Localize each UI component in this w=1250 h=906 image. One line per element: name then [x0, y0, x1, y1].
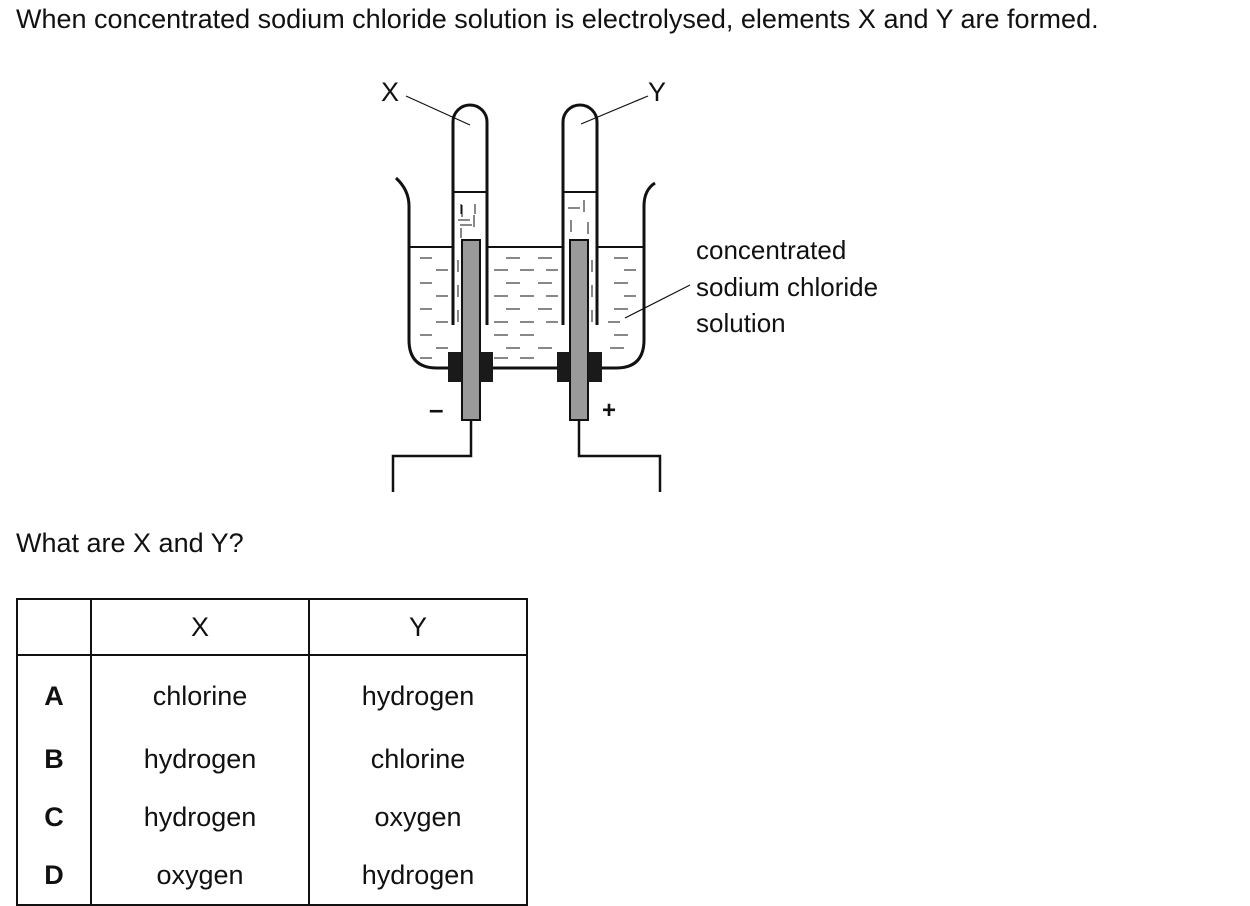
- anode-sign: +: [602, 397, 616, 424]
- anode-electrode: [569, 239, 589, 421]
- cathode-sign: –: [429, 394, 443, 424]
- label-x: X: [381, 77, 399, 107]
- option-x-value: oxygen: [91, 846, 310, 905]
- header-key: [17, 599, 92, 656]
- option-key: D: [17, 846, 92, 905]
- option-x-value: hydrogen: [91, 788, 310, 846]
- option-x-value: chlorine: [91, 655, 310, 730]
- electrolysis-diagram: X Y – + concentrated sodium chloride sol…: [381, 77, 878, 492]
- solution-dashes: [420, 257, 636, 359]
- table-row[interactable]: B hydrogen chlorine: [17, 730, 527, 788]
- leader-lines: [405, 95, 691, 319]
- table-row[interactable]: C hydrogen oxygen: [17, 788, 527, 846]
- solution-label-line-2: sodium chloride: [696, 272, 878, 302]
- table-row[interactable]: A chlorine hydrogen: [17, 655, 527, 730]
- solution-label-line-3: solution: [696, 308, 786, 338]
- header-y: Y: [309, 599, 527, 656]
- beaker: [394, 176, 656, 370]
- question-stem: When concentrated sodium chloride soluti…: [16, 4, 1099, 34]
- option-y-value: oxygen: [374, 801, 462, 832]
- anode-bung: [557, 352, 602, 382]
- table-header-row: X Y: [17, 599, 527, 656]
- option-key: C: [17, 788, 92, 846]
- option-y-value: chlorine: [370, 743, 466, 774]
- circuit-wires: [391, 420, 662, 492]
- option-x-value: hydrogen: [91, 730, 310, 788]
- option-key: B: [17, 730, 92, 788]
- question-prompt: What are X and Y?: [16, 528, 244, 558]
- cathode-bung: [448, 352, 493, 382]
- header-x: X: [91, 599, 310, 656]
- table-row[interactable]: D oxygen hydrogen: [17, 846, 527, 905]
- option-key: A: [17, 655, 92, 730]
- option-y-value: hydrogen: [361, 859, 475, 890]
- option-y-value: hydrogen: [361, 680, 475, 711]
- cathode-electrode: [461, 239, 481, 421]
- answer-table: X Y A chlorine hydrogen B hydrogen chlor…: [16, 598, 528, 906]
- solution-label-line-1: concentrated: [696, 235, 846, 265]
- label-y: Y: [648, 77, 666, 107]
